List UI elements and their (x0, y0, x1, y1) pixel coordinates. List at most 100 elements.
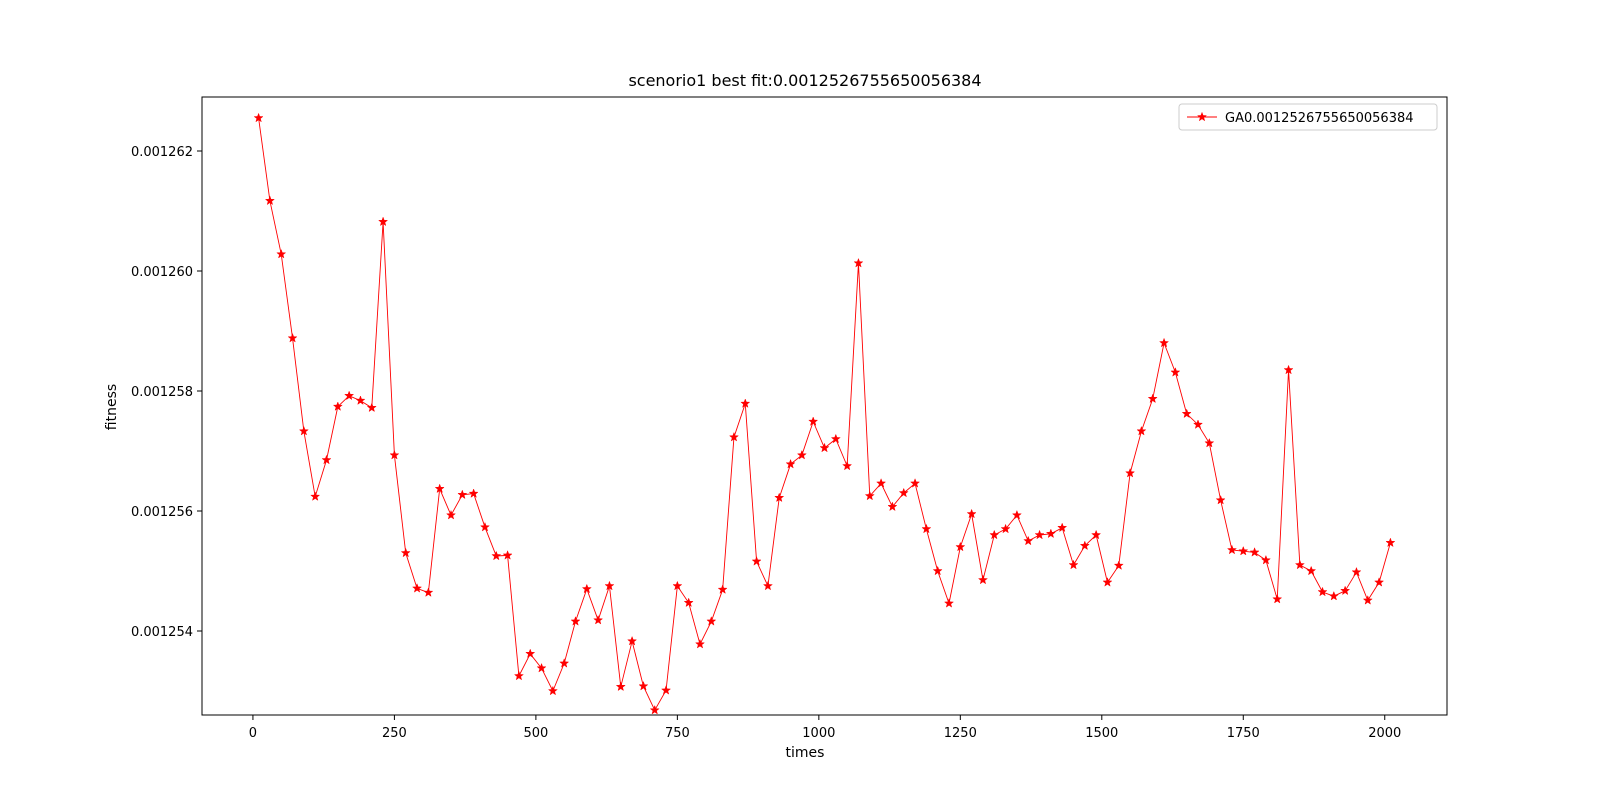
data-point (355, 395, 366, 405)
data-point (1294, 559, 1305, 570)
data-point (434, 483, 445, 494)
data-point (298, 425, 309, 436)
data-point (638, 680, 649, 691)
data-point (1034, 529, 1045, 540)
data-point (796, 449, 807, 460)
data-point (1045, 528, 1056, 539)
data-point (581, 583, 592, 594)
plot-area (253, 112, 1396, 715)
data-point (457, 489, 468, 500)
y-tick-label: 0.001254 (131, 625, 193, 640)
data-point (932, 565, 943, 576)
data-point (536, 662, 547, 673)
data-point (694, 638, 706, 649)
data-point (1283, 364, 1294, 375)
y-tick-label: 0.001256 (131, 505, 193, 520)
data-point (1340, 585, 1351, 596)
data-point (332, 401, 343, 411)
y-axis-label: fitness (104, 384, 120, 430)
data-point (253, 112, 264, 123)
data-point (728, 431, 740, 442)
data-point (400, 547, 411, 558)
data-point (1226, 544, 1238, 555)
x-tick-label: 1250 (944, 726, 977, 741)
data-point (559, 658, 570, 668)
data-point (740, 398, 751, 408)
data-point (853, 257, 864, 268)
x-tick-label: 1750 (1227, 726, 1260, 741)
data-point (909, 478, 921, 488)
data-point (570, 616, 581, 626)
data-point (378, 216, 389, 227)
data-point (898, 487, 909, 498)
data-point (1192, 419, 1204, 429)
x-tick-label: 500 (523, 726, 548, 741)
legend-box (1178, 103, 1438, 131)
data-point (762, 580, 773, 591)
series-line (258, 117, 1391, 712)
data-point (1328, 590, 1339, 601)
y-tick-label: 0.001262 (131, 145, 193, 160)
data-point (1136, 425, 1147, 436)
x-axis-label: times (786, 745, 825, 761)
data-point (468, 488, 479, 498)
data-point (864, 490, 875, 501)
data-point (423, 587, 434, 597)
data-point (785, 458, 796, 469)
x-tick-label: 250 (382, 726, 407, 741)
data-point (411, 583, 423, 593)
x-tick-label: 1000 (802, 726, 835, 741)
data-point (287, 332, 298, 343)
data-point (1125, 467, 1136, 478)
legend-label: GA0.0012526755650056384 (1225, 111, 1414, 126)
data-point (1170, 367, 1181, 377)
data-point (1272, 593, 1283, 604)
chart-title: scenorio1 best fit:0.0012526755650056384 (628, 71, 981, 90)
data-point (842, 460, 853, 471)
data-point (660, 685, 672, 695)
data-point (649, 704, 660, 715)
data-point (955, 541, 966, 552)
data-point (1011, 509, 1022, 520)
data-point (819, 442, 830, 453)
data-point (321, 454, 332, 465)
data-point (513, 670, 524, 681)
data-point (366, 402, 377, 413)
data-point (1385, 537, 1396, 548)
data-point (1079, 540, 1090, 551)
data-point (943, 598, 955, 608)
data-point (830, 433, 841, 444)
data-point (604, 580, 615, 591)
data-point (1306, 565, 1317, 576)
data-point (1147, 393, 1158, 404)
data-point (1317, 586, 1328, 597)
data-point (502, 550, 513, 560)
data-point (1215, 494, 1226, 505)
data-point (1260, 554, 1271, 565)
data-point (1023, 535, 1034, 546)
data-point (615, 681, 626, 692)
data-point (876, 478, 887, 488)
data-point (1102, 577, 1113, 587)
legend-star-marker (1196, 111, 1208, 122)
y-tick-label: 0.001258 (131, 385, 193, 400)
data-point (1362, 595, 1373, 605)
data-point (1091, 529, 1102, 540)
data-point (672, 580, 683, 591)
x-tick-label: 750 (665, 726, 690, 741)
data-point (525, 648, 536, 659)
data-point (389, 449, 400, 460)
data-point (310, 491, 321, 501)
data-point (547, 685, 558, 696)
plot-frame (201, 96, 1448, 716)
data-point (751, 556, 762, 566)
x-tick-label: 1500 (1085, 726, 1118, 741)
data-point (1000, 523, 1011, 534)
data-point (1351, 566, 1362, 577)
y-tick-label: 0.001260 (131, 265, 193, 280)
data-point (921, 523, 932, 534)
data-point (706, 616, 717, 626)
data-point (1181, 408, 1192, 419)
data-point (808, 416, 819, 426)
